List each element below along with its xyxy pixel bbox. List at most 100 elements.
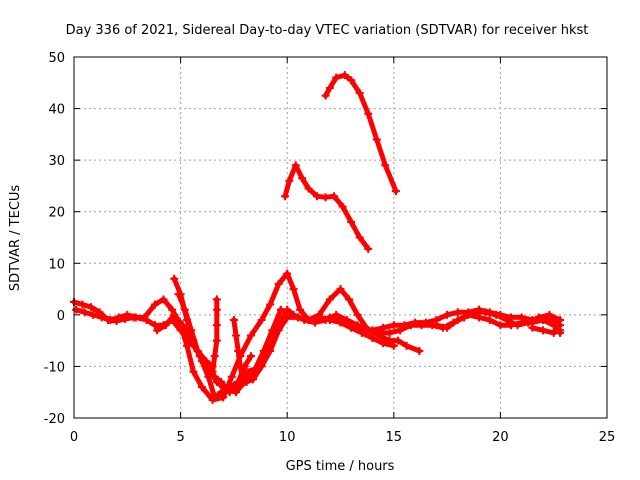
data-point <box>415 346 424 355</box>
data-point <box>212 295 221 304</box>
x-tick-label: 5 <box>176 430 184 445</box>
data-point <box>402 341 411 350</box>
y-tick-label: 40 <box>48 103 65 118</box>
data-point <box>338 202 347 211</box>
data-point <box>208 367 217 376</box>
data-point <box>72 305 81 314</box>
data-point <box>151 300 160 309</box>
data-point <box>556 326 565 335</box>
data-point <box>246 331 255 340</box>
data-point <box>315 316 324 325</box>
data-point <box>368 326 377 335</box>
data-point <box>325 313 334 322</box>
data-point <box>174 290 183 299</box>
data-point <box>291 161 300 170</box>
data-point <box>330 192 339 201</box>
data-point <box>549 316 558 325</box>
x-tick-label: 10 <box>279 430 296 445</box>
data-point <box>106 316 115 325</box>
data-point <box>193 346 202 355</box>
data-point <box>283 305 292 314</box>
data-point <box>187 326 196 335</box>
data-point <box>212 321 221 330</box>
data-point <box>313 192 322 201</box>
data-point <box>549 328 558 337</box>
data-point <box>80 308 89 317</box>
data-point <box>295 305 304 314</box>
data-point <box>528 323 537 332</box>
data-point <box>229 316 238 325</box>
data-point <box>347 321 356 330</box>
y-tick-label: 20 <box>48 206 65 221</box>
data-point <box>200 357 209 366</box>
data-point <box>485 316 494 325</box>
series-high-arc-2 <box>282 162 371 252</box>
data-point <box>242 377 251 386</box>
data-point <box>379 323 388 332</box>
data-point <box>240 362 249 371</box>
data-point <box>355 233 364 242</box>
data-point <box>274 326 283 335</box>
data-point <box>123 310 132 319</box>
data-point <box>168 316 177 325</box>
data-point <box>97 313 106 322</box>
series-high-arc-1 <box>323 72 399 194</box>
data-point <box>485 308 494 317</box>
plot-frame <box>73 56 608 419</box>
chart-title: Day 336 of 2021, Sidereal Day-to-day VTE… <box>66 23 589 38</box>
data-point <box>336 285 345 294</box>
data-point <box>372 135 381 144</box>
data-point <box>394 336 403 345</box>
data-point <box>475 313 484 322</box>
data-point <box>212 377 221 386</box>
data-point <box>246 352 255 361</box>
data-point <box>289 285 298 294</box>
data-point <box>234 346 243 355</box>
data-point <box>298 174 307 183</box>
data-point <box>197 383 206 392</box>
data-point <box>266 346 275 355</box>
y-tick-label: 50 <box>48 51 65 66</box>
data-point <box>385 328 394 337</box>
data-point <box>353 310 362 319</box>
data-point <box>257 362 266 371</box>
data-point <box>293 313 302 322</box>
data-point <box>212 305 221 314</box>
x-axis-label: GPS time / hours <box>286 459 395 474</box>
data-point <box>496 321 505 330</box>
data-point <box>159 295 168 304</box>
data-point <box>325 295 334 304</box>
data-point <box>176 326 185 335</box>
data-point <box>232 331 241 340</box>
data-point <box>464 310 473 319</box>
y-tick-label: -10 <box>44 360 65 375</box>
data-point <box>304 316 313 325</box>
data-point <box>170 274 179 283</box>
data-point <box>347 76 356 85</box>
data-point <box>453 316 462 325</box>
data-point <box>189 367 198 376</box>
x-tick-label: 15 <box>386 430 403 445</box>
data-point <box>266 300 275 309</box>
data-point <box>283 269 292 278</box>
y-tick-label: 0 <box>57 309 65 324</box>
y-tick-label: 10 <box>48 257 65 272</box>
data-point <box>170 310 179 319</box>
data-point <box>219 383 228 392</box>
data-point <box>131 313 140 322</box>
data-point <box>355 89 364 98</box>
data-point <box>379 339 388 348</box>
y-axis-label: SDTVAR / TECUs <box>8 185 23 292</box>
data-point <box>232 383 241 392</box>
series-layer <box>70 71 565 404</box>
data-point <box>210 393 219 402</box>
data-point <box>321 91 330 100</box>
data-point <box>227 372 236 381</box>
data-point <box>325 83 334 92</box>
data-point <box>443 323 452 332</box>
ticks-layer: 0 5 10 15 20 25 -20 -10 0 10 20 30 40 50 <box>44 51 616 445</box>
data-point <box>432 321 441 330</box>
data-point <box>340 71 349 80</box>
data-point <box>475 305 484 314</box>
